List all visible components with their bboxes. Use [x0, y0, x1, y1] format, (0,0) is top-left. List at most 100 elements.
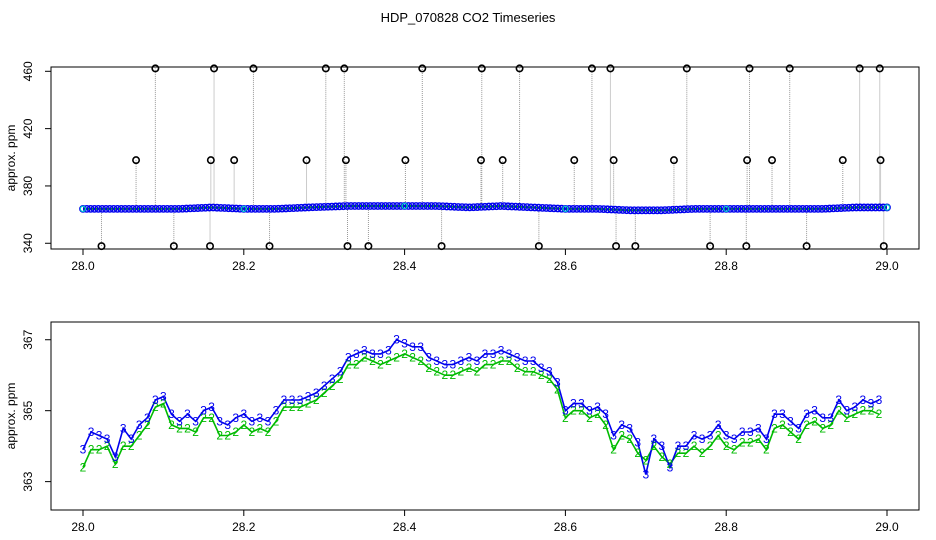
data-point-label: 3 — [160, 389, 167, 403]
data-point-label: 3 — [787, 414, 794, 428]
data-point — [461, 203, 470, 212]
data-point — [308, 203, 317, 212]
data-point-label: 3 — [723, 429, 730, 443]
spike-point — [879, 242, 888, 251]
y-tick-label: 363 — [21, 471, 35, 491]
spike-point — [341, 156, 350, 165]
spike-point — [249, 64, 258, 73]
data-point — [798, 204, 807, 213]
data-point — [676, 205, 685, 214]
data-point — [163, 204, 172, 213]
data-point-label: 2 — [667, 457, 674, 471]
data-point — [278, 204, 286, 213]
data-point — [572, 204, 581, 213]
data-point-label: 2 — [120, 439, 127, 453]
data-point-label: 3 — [449, 358, 456, 372]
data-point-label: 2 — [860, 404, 867, 418]
data-point — [703, 204, 711, 213]
data-point — [527, 203, 535, 212]
data-point — [515, 202, 524, 211]
data-point-label: 2 — [160, 397, 167, 411]
data-point — [481, 202, 489, 211]
data-point-label: 3 — [112, 450, 119, 464]
data-point — [427, 202, 436, 210]
plot-frame — [50, 66, 920, 250]
spike-point — [743, 156, 752, 165]
data-point-label: 3 — [876, 393, 883, 407]
data-point-label: 2 — [522, 365, 529, 379]
data-point-label: 2 — [80, 460, 87, 474]
data-point-label: 2 — [168, 418, 175, 432]
x-tick-label: 29.0 — [875, 520, 899, 534]
data-point-label: 2 — [458, 365, 465, 379]
data-point — [538, 203, 547, 212]
data-point-label: 2 — [755, 432, 762, 446]
data-point-label: 2 — [578, 404, 585, 418]
data-point — [592, 204, 600, 213]
data-point — [496, 202, 505, 210]
data-point — [82, 204, 91, 213]
data-point-label: 2 — [594, 407, 601, 421]
data-point — [304, 203, 313, 212]
data-point — [128, 204, 137, 213]
data-point — [668, 205, 677, 214]
data-point — [167, 204, 175, 213]
data-point-label: 2 — [771, 421, 778, 435]
data-point — [737, 204, 746, 213]
data-point — [465, 203, 474, 212]
spike-point — [838, 156, 847, 165]
data-point-label: 2 — [803, 418, 810, 432]
data-point-label: 2 — [699, 446, 706, 460]
data-point — [618, 206, 627, 214]
data-point — [117, 204, 126, 213]
data-point-label: 3 — [618, 418, 625, 432]
spike-point — [169, 242, 178, 251]
spike-point — [706, 242, 715, 251]
data-point-label: 2 — [675, 446, 682, 460]
data-point — [324, 202, 332, 211]
data-point-label: 3 — [771, 407, 778, 421]
spike-point — [364, 242, 373, 251]
data-point — [205, 203, 214, 212]
data-point — [408, 202, 417, 210]
data-point-label: 2 — [586, 411, 593, 425]
data-point-cyan — [883, 204, 891, 211]
data-point-label: 3 — [257, 411, 264, 425]
data-point — [347, 202, 355, 210]
data-point — [469, 203, 478, 212]
data-point — [764, 204, 773, 213]
spike-point — [401, 156, 410, 165]
y-tick-label: 460 — [21, 61, 35, 81]
data-point-label: 3 — [498, 343, 505, 357]
data-point — [860, 203, 868, 212]
data-point — [844, 203, 853, 212]
y-tick-label: 365 — [21, 400, 35, 420]
spike-point — [876, 156, 885, 165]
data-point — [343, 202, 352, 210]
data-point-label: 3 — [803, 407, 810, 421]
data-point-cyan — [562, 205, 569, 213]
data-point — [649, 206, 658, 215]
data-point-label: 2 — [152, 400, 159, 414]
data-point — [595, 205, 604, 213]
data-point-label: 3 — [385, 343, 392, 357]
data-point-label: 2 — [297, 400, 304, 414]
data-point-label: 2 — [610, 443, 617, 457]
data-point — [201, 203, 210, 212]
data-point-label: 2 — [361, 350, 368, 364]
data-point — [741, 204, 750, 213]
spike-point — [785, 64, 794, 73]
data-point — [488, 202, 497, 211]
data-point — [672, 205, 681, 214]
data-point — [867, 203, 876, 212]
data-point-label: 3 — [425, 350, 432, 364]
spike-point — [343, 242, 352, 251]
data-point — [182, 204, 191, 213]
data-point-label: 3 — [152, 393, 159, 407]
spike-point — [570, 156, 579, 165]
spike-point — [855, 64, 864, 73]
data-point — [297, 203, 306, 212]
data-point-label: 2 — [321, 386, 328, 400]
data-point-label: 2 — [184, 421, 191, 435]
data-point-label: 2 — [570, 404, 577, 418]
